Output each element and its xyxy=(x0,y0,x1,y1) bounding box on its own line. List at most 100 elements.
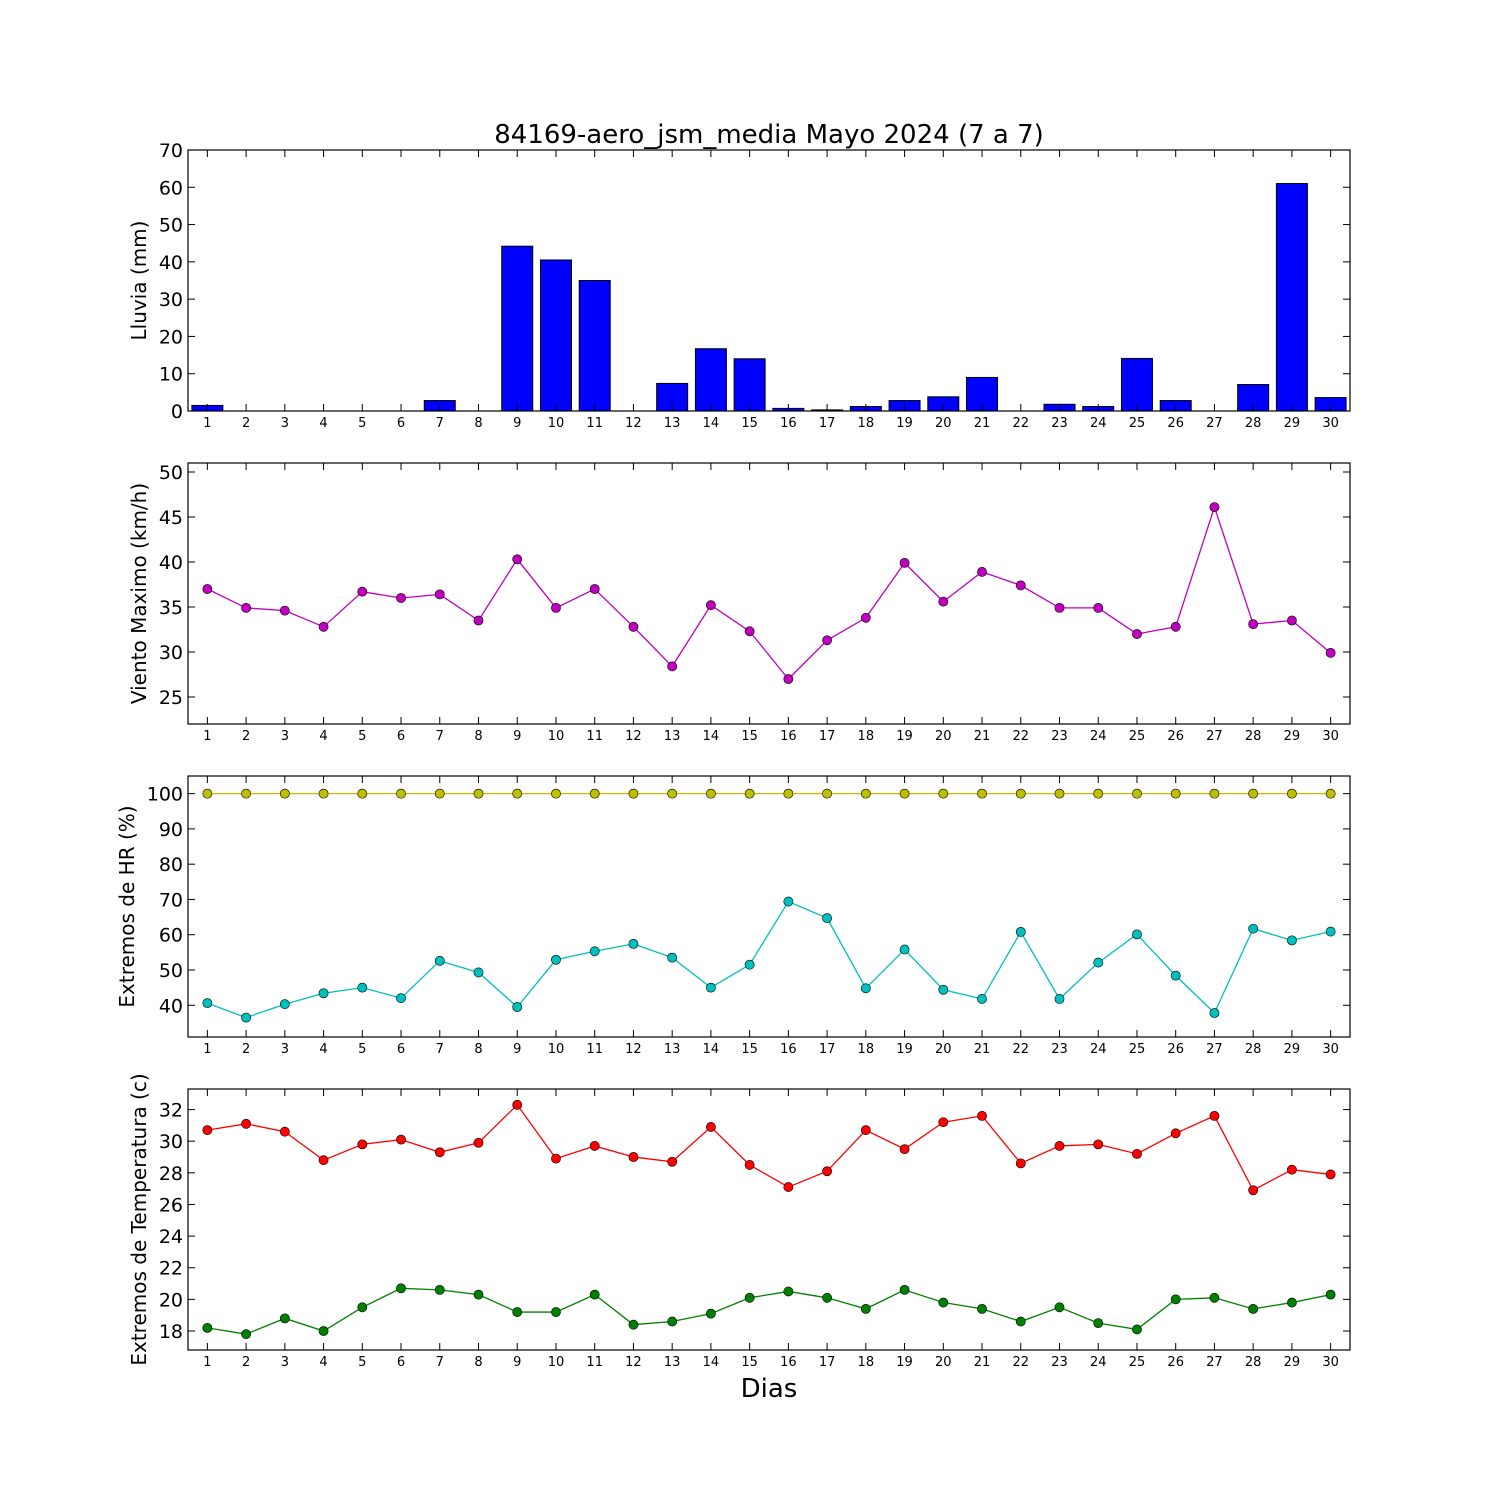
x-tick-label-temp: 2 xyxy=(242,1355,250,1370)
y-axis-label-hr: Extremos de HR (%) xyxy=(115,805,139,1007)
point-temp-1-day-25 xyxy=(1132,1324,1142,1335)
series-line-viento-0 xyxy=(207,505,1332,680)
x-tick-label-temp: 30 xyxy=(1322,1355,1339,1370)
x-tick-label-hr: 28 xyxy=(1245,1042,1262,1057)
bar-lluvia-day-14 xyxy=(694,348,727,412)
x-tick-label-temp: 26 xyxy=(1167,1355,1184,1370)
point-temp-0-day-28 xyxy=(1248,1185,1259,1196)
bar-lluvia-day-10 xyxy=(539,259,572,412)
x-tick-label-viento: 8 xyxy=(474,729,482,744)
x-tick-label-hr: 20 xyxy=(935,1042,952,1057)
point-temp-1-day-27 xyxy=(1209,1292,1220,1303)
point-viento-0-day-18 xyxy=(860,612,871,623)
x-tick-label-hr: 11 xyxy=(586,1042,603,1057)
bar-lluvia-day-15 xyxy=(733,358,766,412)
x-tick-label-hr: 17 xyxy=(819,1042,836,1057)
x-tick-label-viento: 16 xyxy=(780,729,797,744)
point-hr-1-day-28 xyxy=(1248,923,1259,934)
point-viento-0-day-11 xyxy=(589,584,600,594)
x-tick-label-lluvia: 4 xyxy=(319,416,327,431)
point-viento-0-day-25 xyxy=(1132,629,1142,639)
x-tick-label-hr: 7 xyxy=(436,1042,444,1057)
x-tick-label-viento: 14 xyxy=(703,729,720,744)
x-tick-label-temp: 18 xyxy=(858,1355,875,1370)
x-tick-label-lluvia: 25 xyxy=(1129,416,1146,431)
x-tick-label-viento: 3 xyxy=(281,729,289,744)
series-line-temp-1 xyxy=(207,1287,1331,1335)
x-tick-label-temp: 16 xyxy=(780,1355,797,1370)
axes-frame-temp xyxy=(187,1088,1351,1351)
point-temp-0-day-4 xyxy=(318,1155,329,1166)
point-hr-1-day-9 xyxy=(512,1002,523,1012)
x-tick-label-viento: 5 xyxy=(358,729,366,744)
x-tick-label-temp: 21 xyxy=(974,1355,991,1370)
point-viento-0-day-24 xyxy=(1093,603,1104,613)
point-temp-1-day-12 xyxy=(628,1319,639,1330)
point-temp-1-day-24 xyxy=(1093,1318,1104,1329)
x-tick-label-lluvia: 15 xyxy=(741,416,758,431)
point-temp-1-day-8 xyxy=(473,1289,484,1300)
plot-area-temp xyxy=(202,1099,1336,1340)
x-tick-label-viento: 13 xyxy=(664,729,681,744)
point-hr-0-day-5 xyxy=(357,788,368,799)
point-temp-0-day-11 xyxy=(589,1141,600,1151)
bar-lluvia-day-25 xyxy=(1120,357,1153,412)
point-hr-0-day-9 xyxy=(512,788,523,799)
x-tick-label-hr: 6 xyxy=(397,1042,405,1057)
point-hr-1-day-24 xyxy=(1093,957,1104,968)
point-hr-0-day-7 xyxy=(434,788,445,799)
y-tick-label-viento: 35 xyxy=(159,597,183,619)
point-viento-0-day-29 xyxy=(1287,615,1297,626)
point-temp-0-day-25 xyxy=(1132,1148,1142,1159)
point-temp-0-day-13 xyxy=(667,1156,678,1167)
plot-area-hr xyxy=(202,788,1336,1023)
point-hr-0-day-13 xyxy=(667,788,678,799)
x-tick-label-hr: 21 xyxy=(974,1042,991,1057)
x-tick-label-viento: 26 xyxy=(1167,729,1184,744)
point-hr-1-day-13 xyxy=(667,952,678,963)
point-viento-0-day-13 xyxy=(667,661,678,672)
x-tick-label-hr: 25 xyxy=(1129,1042,1146,1057)
point-hr-0-day-10 xyxy=(551,788,561,799)
point-hr-0-day-3 xyxy=(279,788,290,799)
axes-frame-hr xyxy=(187,775,1351,1038)
point-hr-1-day-1 xyxy=(202,998,213,1009)
x-tick-label-hr: 15 xyxy=(741,1042,758,1057)
x-tick-label-lluvia: 28 xyxy=(1245,416,1262,431)
x-tick-label-lluvia: 18 xyxy=(858,416,875,431)
x-tick-label-lluvia: 3 xyxy=(281,416,289,431)
y-tick-label-temp: 32 xyxy=(159,1100,183,1122)
x-tick-label-lluvia: 6 xyxy=(397,416,405,431)
figure-title: 84169-aero_jsm_media Mayo 2024 (7 a 7) xyxy=(494,120,1044,150)
point-viento-0-day-10 xyxy=(551,603,561,613)
x-tick-label-temp: 9 xyxy=(513,1355,521,1370)
point-hr-1-day-30 xyxy=(1325,926,1336,937)
x-tick-label-viento: 30 xyxy=(1322,729,1339,744)
x-tick-label-viento: 10 xyxy=(548,729,565,744)
point-temp-0-day-8 xyxy=(473,1137,484,1148)
x-tick-label-viento: 18 xyxy=(858,729,875,744)
point-viento-0-day-12 xyxy=(628,621,639,632)
y-tick-label-temp: 18 xyxy=(159,1321,183,1343)
point-viento-0-day-9 xyxy=(512,554,523,565)
point-temp-1-day-22 xyxy=(1015,1316,1026,1327)
point-viento-0-day-21 xyxy=(977,567,987,577)
y-tick-label-viento: 40 xyxy=(159,552,183,574)
y-tick-label-hr: 80 xyxy=(159,854,183,876)
x-tick-label-viento: 1 xyxy=(203,729,211,744)
point-hr-1-day-12 xyxy=(628,938,639,949)
point-viento-0-day-26 xyxy=(1170,621,1181,632)
bar-lluvia-day-9 xyxy=(501,245,534,412)
point-temp-1-day-23 xyxy=(1054,1302,1065,1313)
point-hr-1-day-3 xyxy=(279,999,290,1010)
x-tick-label-lluvia: 24 xyxy=(1090,416,1107,431)
x-tick-label-temp: 6 xyxy=(397,1355,405,1370)
point-temp-0-day-5 xyxy=(357,1139,368,1150)
x-tick-label-temp: 22 xyxy=(1012,1355,1029,1370)
